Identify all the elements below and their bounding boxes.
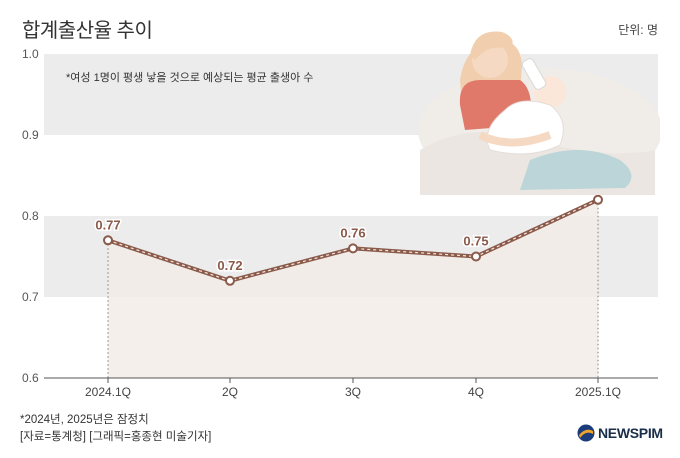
newspim-logo-icon bbox=[577, 424, 595, 442]
newspim-logo-text: NEWSPIM bbox=[598, 425, 663, 441]
data-label: 0.76 bbox=[340, 225, 365, 240]
data-point bbox=[348, 243, 358, 254]
y-tick-label: 0.9 bbox=[22, 128, 39, 142]
x-tick-label: 2025.1Q bbox=[575, 385, 621, 399]
footnote-provisional: *2024년, 2025년은 잠정치 bbox=[20, 414, 149, 426]
data-point bbox=[593, 194, 603, 205]
data-point bbox=[471, 251, 481, 262]
x-tick-label: 2Q bbox=[222, 385, 238, 399]
footnote-source: [자료=통계청] [그래픽=홍종현 미술기자] bbox=[20, 431, 212, 443]
chart-note: *여성 1명이 평생 낳을 것으로 예상되는 평균 출생아 수 bbox=[66, 72, 314, 84]
data-point bbox=[225, 275, 235, 286]
x-tick-label: 2024.1Q bbox=[85, 385, 131, 399]
x-tick-label: 3Q bbox=[345, 385, 361, 399]
chart-title: 합계출산율 추이 bbox=[22, 20, 153, 42]
data-point bbox=[103, 235, 113, 246]
data-label: 0.75 bbox=[463, 234, 488, 249]
data-label: 0.77 bbox=[95, 217, 120, 232]
unit-label: 단위: 명 bbox=[618, 23, 658, 37]
y-tick-label: 1.0 bbox=[22, 47, 39, 61]
x-tick-label: 4Q bbox=[468, 385, 484, 399]
series-line-dash bbox=[107, 199, 599, 282]
data-label: 0.72 bbox=[217, 258, 242, 273]
y-tick-label: 0.8 bbox=[22, 209, 39, 223]
y-tick-label: 0.6 bbox=[22, 371, 39, 385]
mother-feeding-baby-illustration bbox=[418, 31, 660, 195]
area-fill bbox=[108, 199, 598, 378]
newspim-logo: NEWSPIM bbox=[577, 424, 663, 442]
y-tick-label: 0.7 bbox=[22, 290, 39, 304]
